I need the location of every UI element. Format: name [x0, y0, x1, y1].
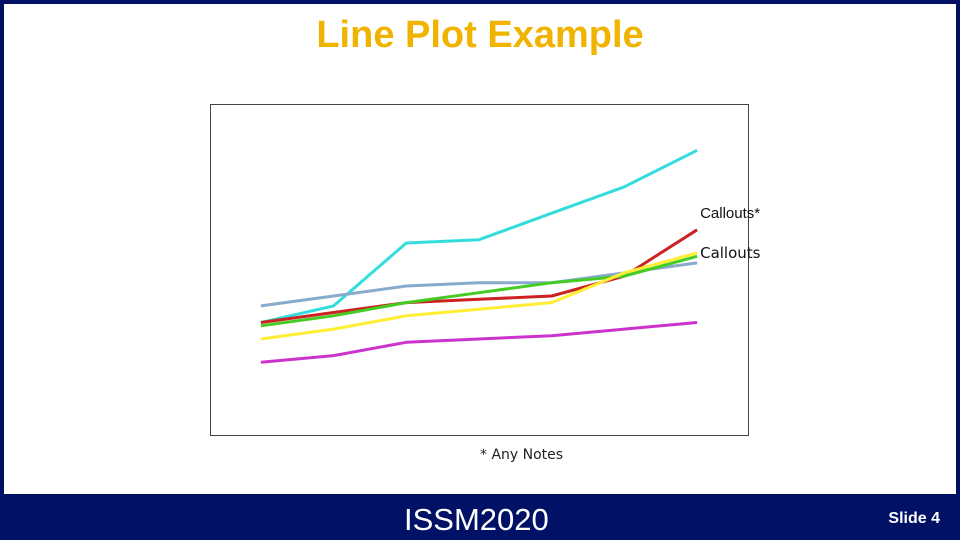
footer-bar	[0, 494, 960, 540]
footer-brand: ISSM2020	[404, 502, 549, 537]
callout-label-1: Callouts*	[700, 205, 760, 222]
slide-title: Line Plot Example	[316, 14, 644, 56]
chart-note: * Any Notes	[480, 447, 564, 463]
annotation-layer: Callouts* Callouts	[700, 205, 761, 262]
series-line-1	[260, 148, 698, 324]
callout-label-2: Callouts	[700, 244, 761, 262]
plot-frame	[210, 104, 749, 436]
series-line-4	[260, 254, 698, 328]
slide-number: Slide 4	[888, 510, 940, 527]
series-line-6	[260, 321, 698, 364]
series-line-5	[260, 251, 698, 341]
series-layer	[260, 148, 698, 364]
